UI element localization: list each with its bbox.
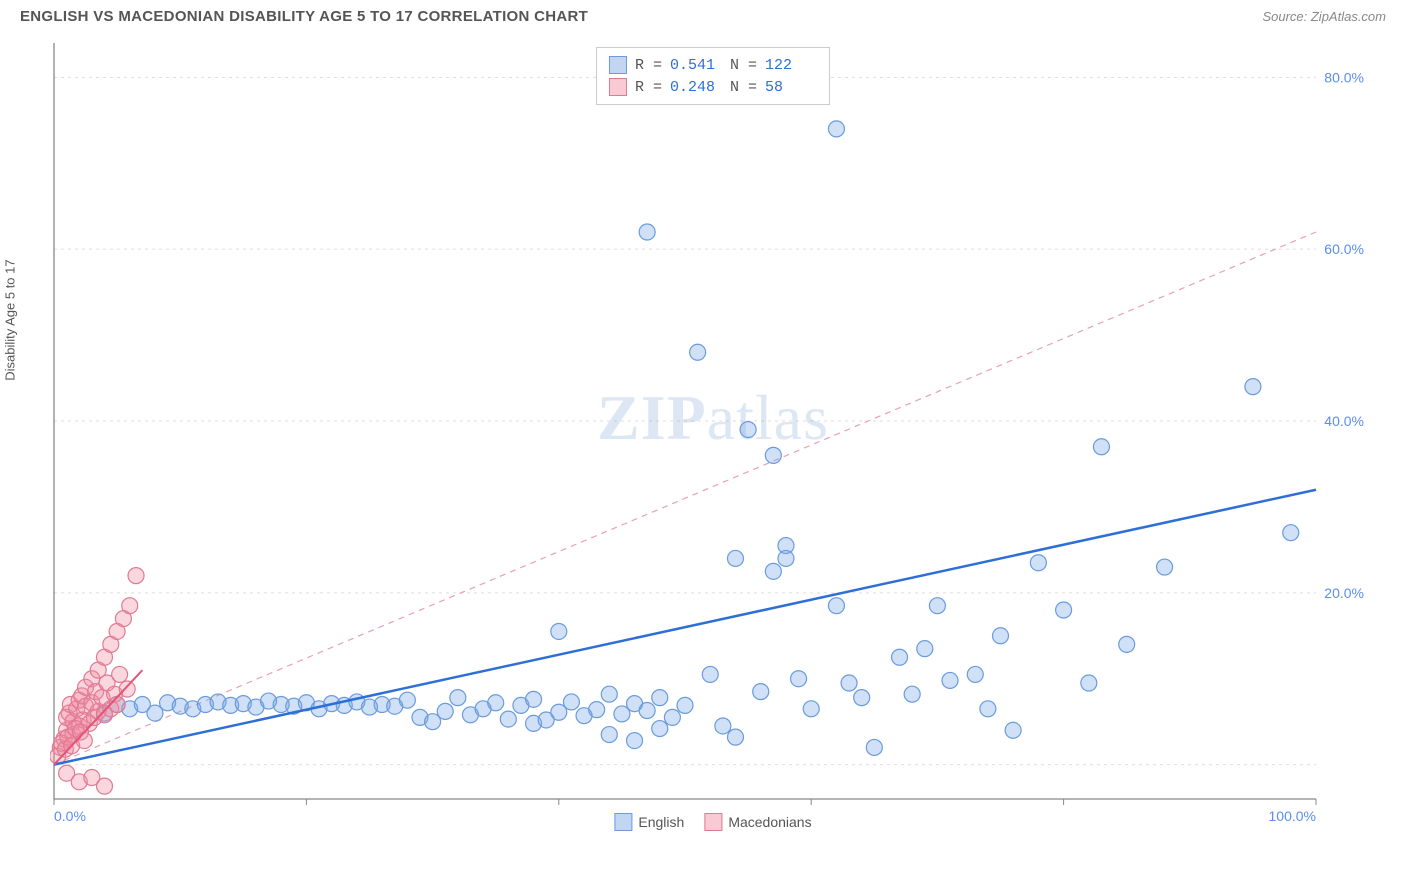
stats-legend-row: R = 0.248 N = 58 [609,76,817,98]
n-value: 122 [765,57,817,74]
y-axis-label: Disability Age 5 to 17 [3,259,18,380]
chart-header: ENGLISH VS MACEDONIAN DISABILITY AGE 5 T… [0,0,1406,29]
stats-legend-row: R = 0.541 N = 122 [609,54,817,76]
n-value: 58 [765,79,817,96]
svg-text:60.0%: 60.0% [1324,241,1364,257]
stats-legend: R = 0.541 N = 122 R = 0.248 N = 58 [596,47,830,105]
chart-title: ENGLISH VS MACEDONIAN DISABILITY AGE 5 T… [20,8,588,25]
svg-text:0.0%: 0.0% [54,808,86,824]
legend-label: Macedonians [728,814,811,830]
n-label: N = [730,79,757,96]
legend-item: Macedonians [704,813,811,831]
n-label: N = [730,57,757,74]
r-value: 0.248 [670,79,722,96]
legend-label: English [638,814,684,830]
legend-swatch [609,56,627,74]
svg-text:20.0%: 20.0% [1324,585,1364,601]
legend-swatch [609,78,627,96]
bottom-legend: English Macedonians [614,813,811,831]
svg-text:80.0%: 80.0% [1324,69,1364,85]
chart-area: Disability Age 5 to 17 20.0%40.0%60.0%80… [50,39,1376,829]
r-value: 0.541 [670,57,722,74]
legend-swatch [614,813,632,831]
r-label: R = [635,79,662,96]
legend-swatch [704,813,722,831]
r-label: R = [635,57,662,74]
svg-text:40.0%: 40.0% [1324,413,1364,429]
chart-source: Source: ZipAtlas.com [1262,9,1386,24]
svg-text:100.0%: 100.0% [1269,808,1316,824]
scatter-plot: 20.0% 40.0% 60.0% 80.0% 0.0% 100.0% [50,39,1376,829]
legend-item: English [614,813,684,831]
